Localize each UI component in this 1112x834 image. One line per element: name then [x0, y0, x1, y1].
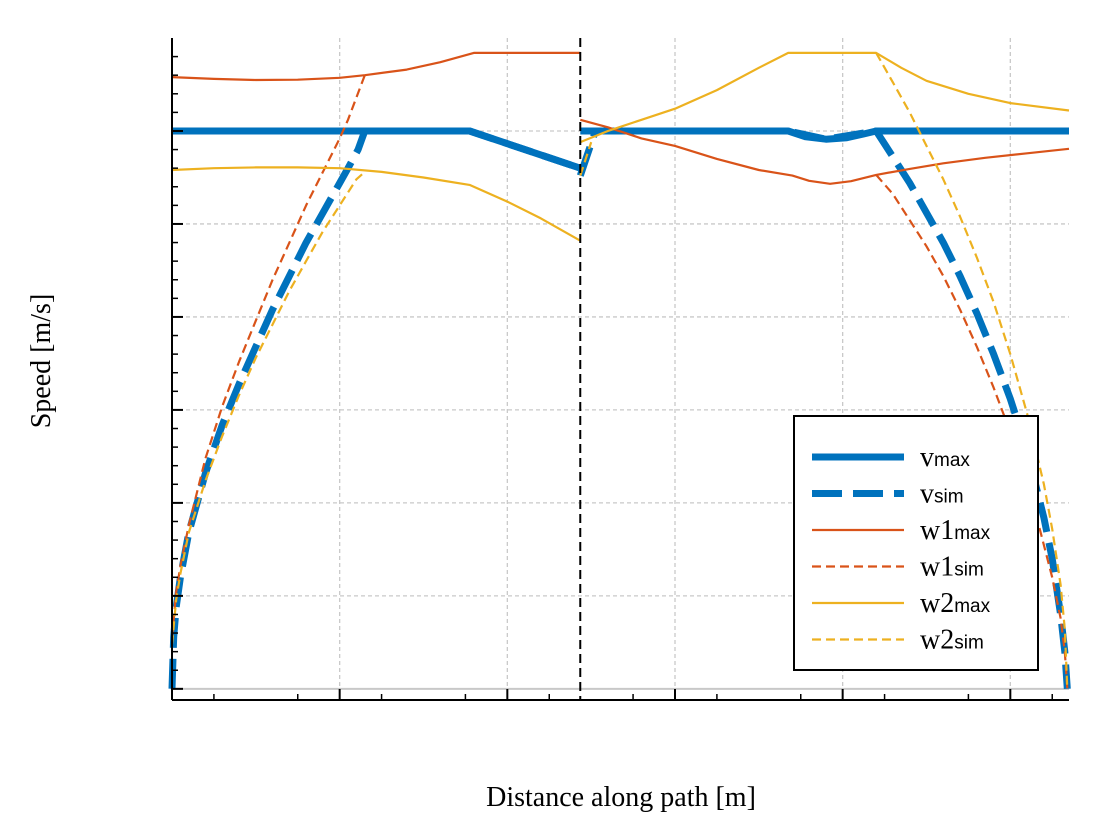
legend-label-subscript: sim [954, 560, 984, 581]
x-axis-title: Distance along path [m] [486, 782, 756, 813]
legend-label: w2sim [920, 625, 984, 656]
legend-label: w1max [920, 515, 991, 546]
series-line-w2-sim [875, 52, 1069, 689]
series-line-w1-max [580, 118, 1070, 185]
series-line-w1-sim [170, 74, 366, 637]
series-line-w1-max [171, 51, 581, 82]
series-line-v-sim [168, 127, 582, 689]
legend-label-name: w2 [920, 588, 954, 619]
legend-label: vmax [920, 442, 970, 473]
legend-label-name: v [920, 479, 934, 510]
legend-label-subscript: sim [934, 487, 964, 508]
axes-layer [171, 38, 1069, 701]
legend-label-name: w1 [920, 552, 954, 583]
series-line-w1-sim [875, 174, 1069, 689]
series-line-v-sim [576, 127, 1071, 690]
legend-label-subscript: max [954, 596, 990, 617]
legend-label: w2max [920, 588, 991, 619]
legend-label-name: v [920, 442, 934, 473]
y-axis-title: Speed [m/s] [26, 294, 57, 429]
legend-label-subscript: max [934, 450, 970, 471]
legend-label-subscript: sim [954, 633, 984, 654]
legend-label-name: w2 [920, 625, 954, 656]
series-line-w2-max [171, 166, 581, 242]
legend-label-subscript: max [954, 523, 990, 544]
legend-label-name: w1 [920, 515, 954, 546]
series-line-w2-sim [579, 141, 593, 176]
series-line-w2-sim [170, 171, 366, 645]
legend-label: w1sim [920, 552, 984, 583]
legend-label: vsim [920, 479, 964, 510]
series-line-w2-max [579, 51, 1070, 144]
series-layer [168, 51, 1071, 690]
